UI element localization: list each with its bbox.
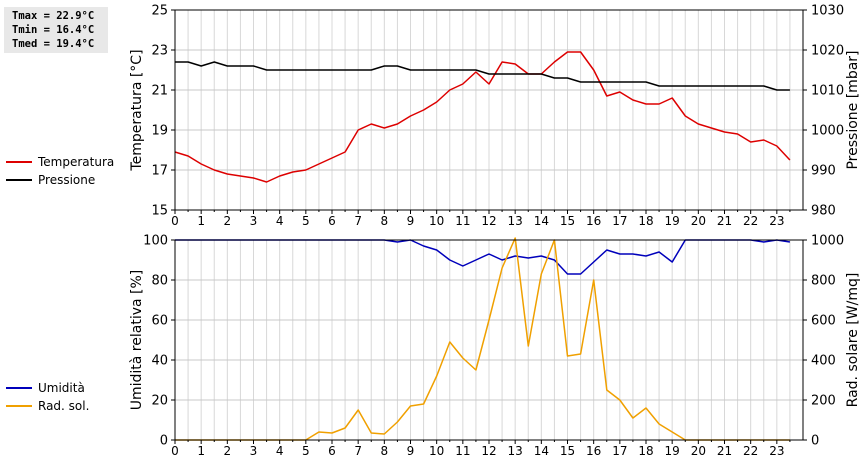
series-line-0 <box>175 239 791 275</box>
x-tick-label: 20 <box>691 214 706 228</box>
x-tick-label: 3 <box>250 444 258 458</box>
y-tick-label: 60 <box>151 314 168 329</box>
x-tick-label: 14 <box>534 444 549 458</box>
x-tick-label: 21 <box>717 214 732 228</box>
x-tick-label: 7 <box>354 214 362 228</box>
series-line-0 <box>174 51 791 183</box>
x-tick-label: 18 <box>638 214 653 228</box>
x-tick-label: 10 <box>429 214 444 228</box>
x-tick-label: 12 <box>481 214 496 228</box>
x-tick-label: 16 <box>586 214 601 228</box>
x-tick-label: 5 <box>302 214 310 228</box>
y-tick-label: 15 <box>151 204 168 219</box>
y-tick-label: 40 <box>151 354 168 369</box>
y-right-tick-label: 400 <box>811 354 836 369</box>
y-tick-label: 17 <box>151 164 168 179</box>
x-tick-label: 0 <box>171 214 179 228</box>
y-right-tick-label: 1030 <box>811 4 844 19</box>
x-tick-label: 15 <box>560 444 575 458</box>
chart-1: 0 1 2 3 4 5 6 7 8 9 10 11 12 13 14 15 16 17 18 19 20 21 22 2302… <box>129 234 860 459</box>
x-tick-label: 13 <box>508 444 523 458</box>
x-tick-label: 23 <box>769 214 784 228</box>
y-tick-label: 19 <box>151 124 168 139</box>
y-tick-label: 23 <box>151 44 168 59</box>
y-axis-title-right: Pressione [mbar] <box>845 50 860 169</box>
x-tick-label: 5 <box>302 444 310 458</box>
x-tick-label: 13 <box>508 214 523 228</box>
y-axis-title: Temperatura [°C] <box>129 49 145 171</box>
y-tick-label: 20 <box>151 394 168 409</box>
x-tick-label: 7 <box>354 444 362 458</box>
x-tick-label: 19 <box>665 444 680 458</box>
x-tick-label: 15 <box>560 214 575 228</box>
x-tick-label: 8 <box>381 214 389 228</box>
y-right-tick-label: 200 <box>811 394 836 409</box>
x-tick-label: 17 <box>612 214 627 228</box>
legend-label: Umidità <box>38 381 85 395</box>
chart-0: 0 1 2 3 4 5 6 7 8 9 10 11 12 13 14 15 16 17 18 19 20 21 22 2315… <box>129 4 860 229</box>
x-tick-label: 9 <box>407 214 415 228</box>
x-tick-label: 3 <box>250 214 258 228</box>
legend-label: Rad. sol. <box>38 399 90 413</box>
y-right-tick-label: 1020 <box>811 44 844 59</box>
x-tick-label: 23 <box>769 444 784 458</box>
series-line-1 <box>175 61 790 91</box>
y-right-tick-label: 1000 <box>811 234 844 249</box>
y-right-tick-label: 1000 <box>811 124 844 139</box>
x-tick-label: 11 <box>455 214 470 228</box>
legend-label: Pressione <box>38 173 96 187</box>
y-tick-label: 80 <box>151 274 168 289</box>
legend-label: Temperatura <box>38 155 115 169</box>
y-tick-label: 0 <box>160 434 168 449</box>
y-tick-label: 21 <box>151 84 168 99</box>
x-tick-label: 16 <box>586 444 601 458</box>
y-right-tick-label: 600 <box>811 314 836 329</box>
x-tick-label: 14 <box>534 214 549 228</box>
legend-swatch-red <box>6 161 32 163</box>
y-tick-label: 25 <box>151 4 168 19</box>
legend-swatch-black <box>6 179 32 181</box>
legend-swatch-orange <box>6 405 32 407</box>
y-axis-title-right: Rad. solare [W/mq] <box>845 273 860 408</box>
x-tick-label: 2 <box>224 214 232 228</box>
x-tick-label: 22 <box>743 444 758 458</box>
x-tick-label: 10 <box>429 444 444 458</box>
y-tick-label: 100 <box>143 234 168 249</box>
y-right-tick-label: 990 <box>811 164 836 179</box>
x-tick-label: 9 <box>407 444 415 458</box>
x-tick-label: 17 <box>612 444 627 458</box>
y-right-tick-label: 800 <box>811 274 836 289</box>
x-tick-label: 20 <box>691 444 706 458</box>
x-tick-label: 1 <box>197 444 205 458</box>
x-tick-label: 2 <box>224 444 232 458</box>
x-tick-label: 4 <box>276 214 284 228</box>
x-tick-label: 6 <box>328 444 336 458</box>
x-tick-label: 12 <box>481 444 496 458</box>
x-tick-label: 4 <box>276 444 284 458</box>
legend-swatch-blue <box>6 387 32 389</box>
series-line-1 <box>175 237 790 441</box>
x-tick-label: 11 <box>455 444 470 458</box>
tmin-text: Tmin = 16.4°C <box>12 24 95 36</box>
x-tick-label: 6 <box>328 214 336 228</box>
y-right-tick-label: 1010 <box>811 84 844 99</box>
x-tick-label: 8 <box>381 444 389 458</box>
x-tick-label: 18 <box>638 444 653 458</box>
stats-box: Tmax = 22.9°C Tmin = 16.4°C Tmed = 19.4°… <box>4 7 108 53</box>
x-tick-label: 21 <box>717 444 732 458</box>
tmed-text: Tmed = 19.4°C <box>12 38 95 50</box>
x-tick-label: 0 <box>171 444 179 458</box>
x-tick-label: 19 <box>665 214 680 228</box>
y-right-tick-label: 980 <box>811 204 836 219</box>
x-tick-label: 22 <box>743 214 758 228</box>
tmax-text: Tmax = 22.9°C <box>12 10 95 22</box>
y-axis-title: Umidità relativa [%] <box>129 270 145 411</box>
x-tick-label: 1 <box>197 214 205 228</box>
y-right-tick-label: 0 <box>811 434 819 449</box>
